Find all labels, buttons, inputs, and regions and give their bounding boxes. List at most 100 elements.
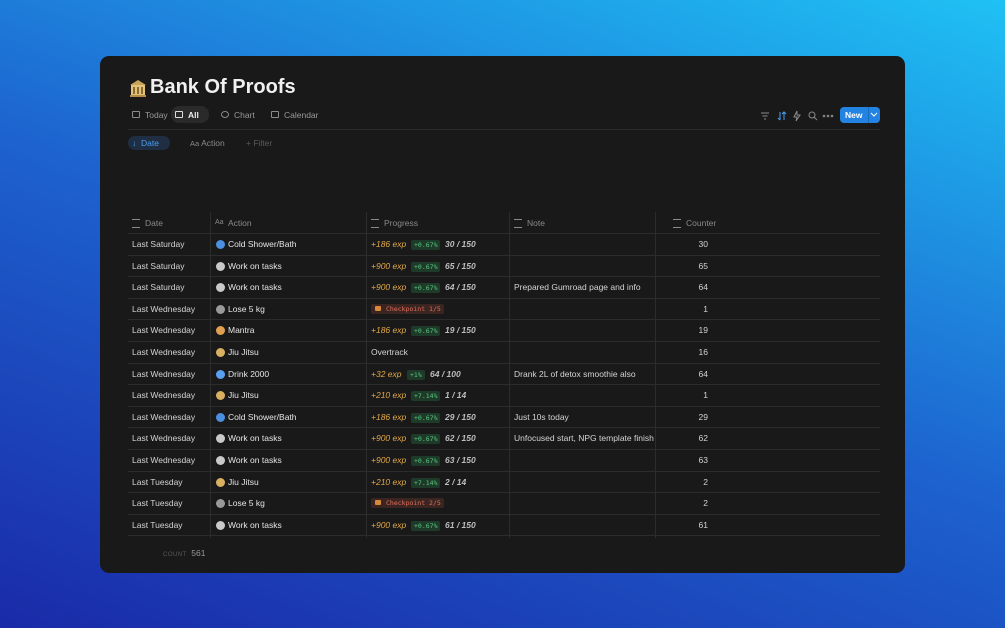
action-cell: Work on tasks [228, 260, 282, 271]
tab[interactable]: All [171, 106, 209, 123]
counter-cell: 2 [703, 476, 708, 487]
exp: +900 exp [371, 282, 407, 293]
date-cell: Last Tuesday [132, 519, 183, 530]
tab-label: Calendar [284, 110, 319, 120]
counter-cell: 16 [698, 347, 708, 357]
footer: COUNT 561 [163, 543, 205, 561]
note-cell: Prepared Gumroad page and info [514, 282, 641, 293]
date-cell: Last Wednesday [132, 347, 196, 357]
counter-cell: 62 [698, 433, 708, 444]
new-button[interactable]: New [840, 107, 880, 123]
exp: +900 exp [371, 455, 407, 465]
checkpoint-icon [375, 500, 381, 506]
note-cell: Drank 2L of detox smoothie also [514, 368, 636, 379]
exp: +210 exp [371, 476, 407, 487]
action-cell: Mantra [228, 325, 255, 336]
counter-cell: 2 [703, 498, 708, 509]
date-cell: Last Tuesday [132, 498, 183, 509]
action-icon [216, 434, 225, 444]
action-cell: Drink 2000 [228, 368, 270, 379]
date-cell: Last Saturday [132, 239, 185, 249]
counter-cell: 61 [698, 519, 708, 530]
pct-badge: +0.67% [411, 434, 441, 445]
pct-badge: +0.67% [411, 261, 441, 272]
action-cell: Lose 5 kg [228, 303, 265, 314]
sort-label: Date [141, 138, 159, 148]
counter-cell: 1 [703, 303, 708, 314]
exp: +32 exp [371, 368, 402, 379]
column-icon: Aa [215, 219, 224, 226]
tab-icon [221, 111, 229, 118]
row-divider [128, 297, 880, 299]
score: 2 / 14 [445, 476, 467, 487]
pct-badge: +0.67% [411, 520, 441, 531]
count-value: 561 [191, 548, 206, 558]
action-icon [216, 283, 225, 293]
tab-label: Today [145, 110, 168, 120]
score: 30 / 150 [445, 239, 476, 249]
row-divider [128, 341, 880, 342]
date-cell: Last Wednesday [132, 390, 196, 401]
add-filter[interactable]: + Filter [246, 138, 273, 148]
action-icon [216, 240, 225, 249]
exp: +186 exp [371, 325, 407, 336]
column-header: Note [527, 218, 545, 228]
pct-badge: +0.67% [411, 412, 441, 423]
column-icon [132, 219, 140, 228]
action-icon [216, 261, 225, 271]
action-cell: Jiu Jitsu [228, 347, 259, 357]
exp: +210 exp [371, 390, 407, 401]
row-divider [128, 470, 880, 472]
score: 65 / 150 [445, 260, 476, 271]
pct-badge: +0.67% [411, 240, 441, 250]
action-icon [216, 520, 225, 530]
action-filter[interactable]: Aa Action [190, 138, 225, 148]
score: 29 / 150 [445, 411, 476, 422]
tab[interactable]: Today [128, 106, 168, 123]
toolbar-icons[interactable] [760, 110, 835, 122]
tab[interactable]: Chart [217, 106, 259, 123]
row-divider [128, 492, 880, 494]
action-cell: Cold Shower/Bath [228, 239, 297, 249]
table: Date Aa Action Progress Note Counter Last Satu… [128, 156, 880, 538]
exp: +900 exp [371, 260, 407, 271]
tab-label: All [188, 110, 199, 120]
date-cell: Last Saturday [132, 282, 185, 293]
column-divider [210, 212, 211, 538]
column-divider [509, 212, 510, 538]
action-icon [216, 412, 225, 422]
row-divider [128, 427, 880, 429]
app-window: Bank Of Proofs New ↓ Date Aa Action + Fi… [100, 56, 905, 573]
exp: +900 exp [371, 433, 407, 444]
column-icon [514, 219, 522, 228]
action-icon [216, 304, 225, 314]
exp: +186 exp [371, 411, 407, 422]
action-cell: Jiu Jitsu [228, 476, 259, 487]
column-divider [366, 212, 367, 538]
action-cell: Work on tasks [228, 455, 282, 465]
new-label: New [845, 110, 863, 120]
count-label: COUNT [163, 552, 187, 558]
score: 19 / 150 [445, 325, 476, 336]
column-icon [371, 219, 379, 228]
page-title: Bank Of Proofs [150, 76, 296, 98]
action-icon [216, 348, 225, 357]
row-divider [128, 384, 880, 386]
divider [868, 107, 869, 123]
counter-cell: 29 [698, 411, 708, 422]
row-divider [128, 233, 880, 234]
column-icon [673, 219, 681, 228]
row-divider [128, 319, 880, 321]
score: 62 / 150 [445, 433, 476, 444]
action-cell: Work on tasks [228, 433, 282, 444]
date-cell: Last Wednesday [132, 303, 196, 314]
chevron [870, 112, 878, 117]
tab[interactable]: Calendar [267, 106, 321, 123]
action-cell: Lose 5 kg [228, 498, 265, 509]
row-divider [128, 362, 880, 364]
action-icon [216, 369, 225, 379]
score: 64 / 100 [430, 368, 461, 379]
action-cell: Work on tasks [228, 282, 282, 293]
sort-chip[interactable]: ↓ Date [128, 136, 170, 150]
tab-icon [132, 111, 140, 118]
